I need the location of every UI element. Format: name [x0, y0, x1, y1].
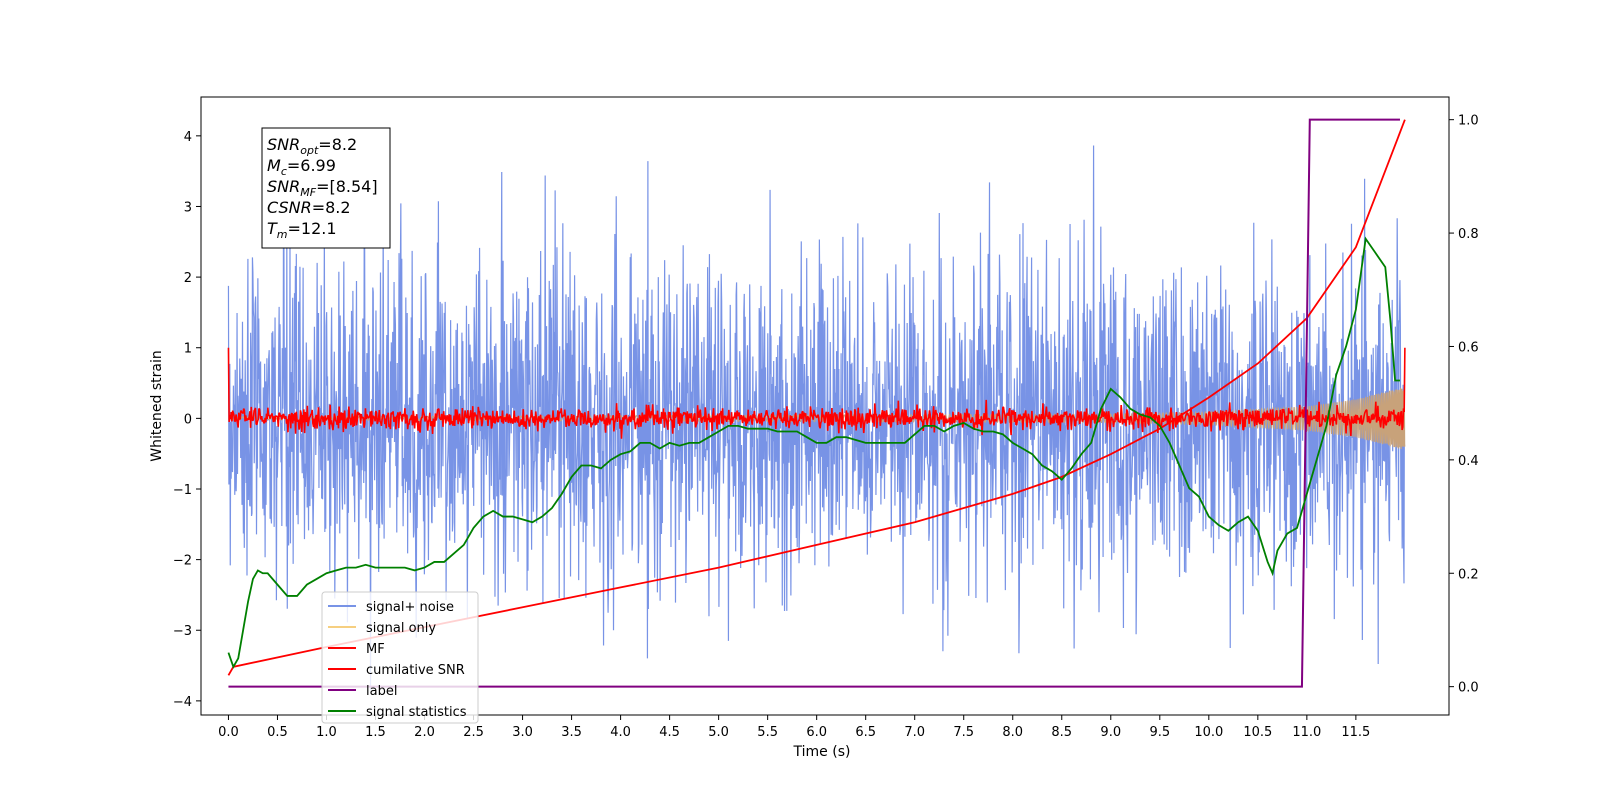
y2-tick-label: 0.2: [1458, 567, 1479, 582]
mf-line: [227, 347, 1406, 439]
y2-tick-label: 0.4: [1458, 454, 1479, 469]
x-tick-label: 9.5: [1149, 725, 1170, 740]
x-tick-label: 4.0: [610, 725, 631, 740]
mf-series: [227, 347, 1406, 439]
info-line-sub: opt: [300, 144, 319, 157]
y-tick-label: 4: [184, 130, 192, 145]
info-line-value: =12.1: [288, 219, 337, 238]
info-line-main: SNR: [267, 177, 300, 196]
signal-plus-noise-series: [227, 130, 1406, 691]
y-tick-label: −2: [173, 554, 192, 569]
legend-label: signal statistics: [366, 705, 467, 720]
plot-frame: [200, 96, 1450, 716]
y2-tick-label: 0.8: [1458, 227, 1479, 242]
info-line-value: =[8.54]: [316, 177, 378, 196]
x-tick-label: 4.5: [659, 725, 680, 740]
x-tick-label: 5.5: [757, 725, 778, 740]
legend-frame: [321, 591, 479, 724]
legend-label: cumilative SNR: [366, 663, 465, 678]
x-tick-label: 1.0: [316, 725, 337, 740]
info-box: SNRopt=8.2 Mc=6.99 SNRMF=[8.54] CSNR=8.2 Tm=…: [261, 127, 391, 249]
x-tick-label: 6.5: [855, 725, 876, 740]
x-axis: 0.0 0.5 1.0 1.5 2.0 2.5 3.0 3.5 4.0 4.5 5.0 5.5 6.0 6…: [218, 715, 1370, 740]
signal-statistics-line: [227, 236, 1400, 669]
info-line-main: CSNR: [267, 198, 312, 217]
y-tick-label: 0: [184, 412, 192, 427]
info-line-sub: c: [281, 165, 287, 178]
x-tick-label: 2.0: [414, 725, 435, 740]
x-tick-label: 5.0: [708, 725, 729, 740]
y-tick-label: 1: [184, 342, 192, 357]
y-axis-left: −4 −3 −2 −1 0 1 2 3 4: [173, 130, 201, 710]
x-tick-label: 3.0: [512, 725, 533, 740]
y-tick-label: −3: [173, 624, 192, 639]
label-line: [228, 118, 1400, 688]
x-tick-label: 0.5: [267, 725, 288, 740]
signal-plus-noise-line: [227, 130, 1406, 691]
legend: signal+ noise signal only MF cumilative SNR…: [321, 591, 479, 724]
info-line-value: =6.99: [287, 156, 336, 175]
info-line-sub: MF: [300, 186, 316, 199]
y-tick-label: −1: [173, 483, 192, 498]
x-axis-label: Time (s): [793, 744, 851, 760]
x-tick-label: 11.5: [1341, 725, 1370, 740]
x-tick-label: 9.0: [1100, 725, 1121, 740]
x-tick-label: 2.5: [463, 725, 484, 740]
x-tick-label: 1.5: [365, 725, 386, 740]
x-tick-label: 6.0: [806, 725, 827, 740]
info-box-frame: [261, 127, 391, 249]
info-box-text: SNRopt=8.2 Mc=6.99 SNRMF=[8.54] CSNR=8.2 Tm=…: [267, 135, 378, 241]
info-line-main: SNR: [267, 135, 300, 154]
y2-tick-label: 0.0: [1458, 681, 1479, 696]
y-axis-right: 0.0 0.2 0.4 0.6 0.8 1.0: [1449, 114, 1479, 696]
x-tick-label: 11.0: [1292, 725, 1321, 740]
x-tick-label: 0.0: [218, 725, 239, 740]
x-tick-label: 7.0: [904, 725, 925, 740]
legend-label: signal+ noise: [366, 600, 454, 615]
y-axis-label: Whitened strain: [149, 350, 165, 461]
legend-label: signal only: [366, 621, 436, 636]
info-line-main: T: [267, 219, 278, 238]
legend-label: label: [366, 684, 397, 699]
info-line-sub: m: [277, 228, 288, 241]
info-line-value: =8.2: [312, 198, 351, 217]
info-line-value: =8.2: [318, 135, 357, 154]
x-tick-label: 10.5: [1243, 725, 1272, 740]
legend-label: MF: [366, 642, 385, 657]
y-tick-label: −4: [173, 695, 192, 710]
y2-tick-label: 1.0: [1458, 114, 1479, 129]
info-line-main: M: [267, 156, 281, 175]
x-tick-label: 8.0: [1002, 725, 1023, 740]
y-tick-label: 3: [184, 200, 192, 215]
y2-tick-label: 0.6: [1458, 340, 1479, 355]
x-tick-label: 7.5: [953, 725, 974, 740]
x-tick-label: 8.5: [1051, 725, 1072, 740]
x-tick-label: 10.0: [1194, 725, 1223, 740]
x-tick-label: 3.5: [561, 725, 582, 740]
y-tick-label: 2: [184, 271, 192, 286]
